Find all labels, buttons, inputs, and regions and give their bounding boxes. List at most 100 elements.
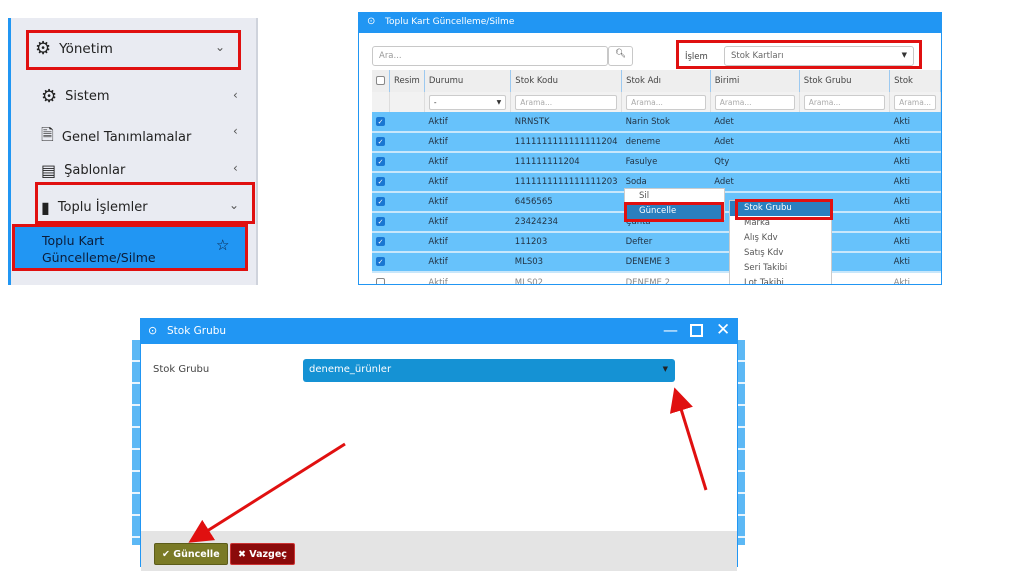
update-button[interactable]: ✔ Güncelle bbox=[154, 543, 228, 565]
menu-item-sil[interactable]: Sil bbox=[639, 191, 650, 201]
chevron-left-icon[interactable]: ‹ bbox=[233, 88, 238, 102]
last-cell: Akti bbox=[889, 252, 941, 273]
resim-cell bbox=[389, 112, 425, 133]
stok-grubu-filter[interactable]: Arama... bbox=[803, 94, 886, 110]
islem-select[interactable]: Stok Kartları ▼ bbox=[724, 46, 914, 66]
close-icon[interactable]: ✕ bbox=[716, 320, 731, 340]
submenu: Stok Grubu Marka Alış Kdv Satış Kdv Seri… bbox=[729, 200, 832, 285]
durumu-cell: Aktif bbox=[424, 152, 511, 173]
grup-cell bbox=[799, 152, 890, 173]
check-icon: ✔ bbox=[162, 549, 170, 560]
stok-kodu-filter[interactable]: Arama... bbox=[515, 94, 618, 110]
sidebar-item-genel-tanimlamalar[interactable]: 🗎 Genel Tanımlamalar bbox=[41, 124, 191, 151]
chevron-down-icon[interactable]: ⌄ bbox=[229, 198, 240, 212]
sidebar-item-toplu-islemler[interactable]: ▮ Toplu İşlemler bbox=[41, 198, 148, 217]
table-header: Resim Durumu Stok Kodu Stok Adı Birimi S… bbox=[372, 70, 941, 92]
durumu-cell: Aktif bbox=[424, 232, 511, 253]
kod-cell: NRNSTK bbox=[510, 112, 622, 133]
last-cell: Akti bbox=[889, 132, 941, 153]
row-checkbox[interactable]: ✓ bbox=[376, 177, 385, 186]
column-header[interactable]: Stok bbox=[889, 70, 941, 92]
chevron-down-icon[interactable]: ⌄ bbox=[215, 40, 226, 54]
row-checkbox[interactable]: ✓ bbox=[376, 157, 385, 166]
sidebar-item-yonetim[interactable]: ⚙ Yönetim bbox=[35, 38, 113, 59]
sidebar-item-sablonlar[interactable]: ▤ Şablonlar bbox=[41, 161, 126, 180]
x-icon: ✖ bbox=[238, 549, 246, 560]
kod-cell: 1111111111111111204 bbox=[510, 132, 622, 153]
column-header[interactable]: Resim bbox=[389, 70, 425, 92]
durumu-cell: Aktif bbox=[424, 212, 511, 233]
kod-cell: 1111111111111111203 bbox=[510, 172, 622, 193]
arrow bbox=[188, 442, 346, 543]
window-titlebar: ⊙ Toplu Kart Güncelleme/Silme bbox=[359, 13, 941, 33]
stok-filter[interactable]: Arama... bbox=[894, 94, 936, 110]
select-all-checkbox[interactable] bbox=[376, 76, 385, 85]
birim-cell: Adet bbox=[710, 172, 800, 193]
dropdown-arrow-icon: ▼ bbox=[496, 98, 502, 106]
kod-cell: 6456565 bbox=[510, 192, 622, 213]
stok-adi-filter[interactable]: Arama... bbox=[626, 94, 706, 110]
gear-icon: ⚙ bbox=[41, 86, 58, 107]
submenu-item[interactable]: Alış Kdv bbox=[744, 233, 778, 243]
kod-cell: 111203 bbox=[510, 232, 622, 253]
row-checkbox[interactable]: ✓ bbox=[376, 237, 385, 246]
column-header[interactable]: Birimi bbox=[710, 70, 800, 92]
row-checkbox[interactable] bbox=[376, 277, 385, 284]
grup-cell bbox=[799, 132, 890, 153]
window-title: Toplu Kart Güncelleme/Silme bbox=[385, 17, 515, 27]
highlight-box bbox=[624, 202, 724, 222]
kod-cell: 111111111204 bbox=[510, 152, 622, 173]
maximize-icon[interactable] bbox=[690, 324, 703, 337]
last-cell: Akti bbox=[889, 212, 941, 233]
sidebar-item-toplu-kart-guncelleme[interactable]: Toplu Kart Güncelleme/Silme ☆ bbox=[14, 226, 246, 268]
durumu-filter[interactable]: - ▼ bbox=[428, 94, 507, 110]
chevron-left-icon[interactable]: ‹ bbox=[233, 124, 238, 138]
table-row[interactable]: ✓ Aktif NRNSTK Narin Stok Adet Akti bbox=[372, 112, 941, 133]
grup-cell bbox=[799, 112, 890, 133]
submenu-item[interactable]: Stok Grubu bbox=[730, 201, 831, 216]
search-input[interactable]: Ara... bbox=[372, 46, 608, 66]
highlight-box bbox=[12, 224, 248, 271]
highlight-box bbox=[26, 30, 241, 70]
sidebar-item-sistem[interactable]: ⚙ Sistem bbox=[41, 86, 110, 107]
arrow bbox=[669, 387, 708, 491]
row-checkbox[interactable]: ✓ bbox=[376, 217, 385, 226]
column-header[interactable]: Stok Adı bbox=[621, 70, 711, 92]
minimize-icon[interactable]: — bbox=[663, 321, 678, 339]
submenu-item[interactable]: Seri Takibi bbox=[744, 263, 788, 273]
table-row[interactable]: ✓ Aktif 111111111204 Fasulye Qty Akti bbox=[372, 152, 941, 173]
document-icon: 🗎 bbox=[41, 125, 54, 144]
resim-cell bbox=[389, 152, 425, 173]
highlight-box bbox=[735, 199, 833, 220]
menu-item-guncelle[interactable]: Güncelle bbox=[625, 204, 724, 219]
row-checkbox[interactable]: ✓ bbox=[376, 257, 385, 266]
star-icon[interactable]: ☆ bbox=[216, 236, 230, 254]
cancel-button[interactable]: ✖ Vazgeç bbox=[230, 543, 295, 565]
dropdown-arrow-icon: ▼ bbox=[901, 51, 907, 59]
birimi-filter[interactable]: Arama... bbox=[714, 94, 795, 110]
table-row[interactable]: ✓ Aktif 1111111111111111204 deneme Adet Akti bbox=[372, 132, 941, 153]
chevron-left-icon[interactable]: ‹ bbox=[233, 161, 238, 175]
submenu-item[interactable]: Satış Kdv bbox=[744, 248, 784, 258]
ad-cell: Narin Stok bbox=[621, 112, 711, 133]
row-checkbox[interactable]: ✓ bbox=[376, 197, 385, 206]
template-icon: ▤ bbox=[41, 161, 57, 180]
filter-row: - ▼ Arama... Arama... Arama... Arama... A… bbox=[372, 92, 941, 112]
islem-value: Stok Kartları bbox=[731, 51, 784, 61]
row-checkbox[interactable]: ✓ bbox=[376, 137, 385, 146]
submenu-item[interactable]: Marka bbox=[744, 218, 771, 228]
search-button[interactable]: 🔍︎ bbox=[608, 46, 633, 66]
submenu-item[interactable]: Lot Takibi bbox=[744, 278, 784, 285]
field-label: Stok Grubu bbox=[153, 364, 210, 375]
stok-grubu-select[interactable]: deneme_ürünler ▼ bbox=[303, 359, 675, 382]
ad-cell: DENEME 3 bbox=[621, 252, 711, 273]
resim-cell bbox=[389, 232, 425, 253]
dialog-icon: ⊙ bbox=[148, 324, 158, 337]
ad-cell: Fasulye bbox=[621, 152, 711, 173]
row-checkbox[interactable]: ✓ bbox=[376, 116, 385, 126]
column-header[interactable]: Durumu bbox=[424, 70, 512, 92]
column-header[interactable]: Stok Kodu bbox=[510, 70, 623, 92]
column-header[interactable]: Stok Grubu bbox=[799, 70, 891, 92]
